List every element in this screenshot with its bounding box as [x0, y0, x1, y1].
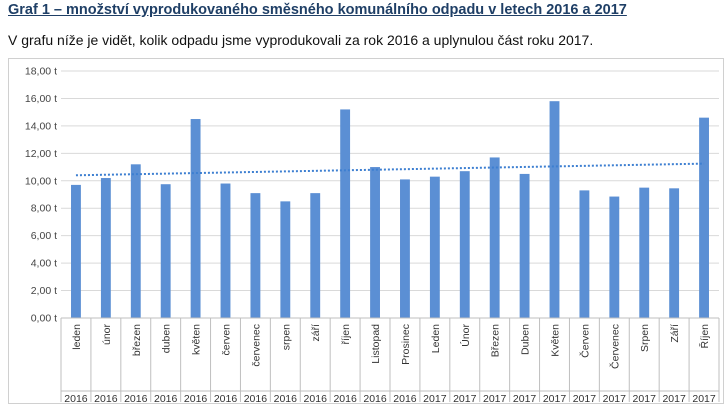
year-label: 2016 — [244, 393, 268, 403]
category-label: srpen — [280, 324, 292, 350]
year-label: 2017 — [573, 393, 597, 403]
year-label: 2016 — [184, 393, 208, 403]
chart-heading: Graf 1 – množství vyprodukovaného směsné… — [8, 2, 627, 18]
category-label: Červenec — [608, 324, 621, 369]
year-label: 2017 — [603, 393, 627, 403]
category-label: Prosinec — [400, 324, 412, 365]
bar — [310, 193, 321, 318]
year-label: 2016 — [154, 393, 178, 403]
bar — [71, 184, 81, 318]
bar — [549, 101, 560, 318]
year-label: 2017 — [662, 393, 686, 403]
bar — [429, 176, 440, 318]
y-tick-label: 18,00 t — [25, 66, 57, 78]
category-label: říjen — [340, 324, 352, 345]
year-label: 2016 — [94, 393, 118, 403]
bar — [190, 119, 201, 319]
bar — [370, 167, 380, 318]
bar — [400, 179, 410, 318]
bar — [220, 183, 231, 318]
year-label: 2016 — [274, 393, 298, 403]
bar — [280, 201, 291, 318]
category-label: Září — [669, 324, 681, 343]
y-tick-label: 10,00 t — [25, 175, 57, 187]
year-label: 2017 — [423, 393, 447, 403]
year-label: 2016 — [124, 393, 148, 403]
bar — [130, 164, 141, 318]
year-label: 2016 — [214, 393, 238, 403]
year-label: 2016 — [64, 393, 88, 403]
year-label: 2017 — [633, 393, 657, 403]
year-label: 2017 — [453, 393, 477, 403]
year-label: 2017 — [513, 393, 537, 403]
category-label: Červen — [578, 324, 591, 358]
chart-description: V grafu níže je vidět, kolik odpadu jsme… — [8, 32, 594, 48]
y-tick-label: 8,00 t — [31, 203, 57, 215]
y-tick-label: 4,00 t — [31, 258, 57, 270]
year-label: 2016 — [393, 393, 417, 403]
category-label: březen — [131, 324, 143, 356]
category-label: Duben — [520, 324, 532, 355]
year-label: 2016 — [333, 393, 357, 403]
category-label: Březen — [490, 324, 502, 357]
year-label: 2016 — [363, 393, 387, 403]
bar — [100, 178, 111, 318]
bar — [519, 173, 530, 318]
bar-chart: 0,00 t 2,00 t 4,00 t 6,00 t 8,00 t 10,00 t 12,… — [25, 66, 720, 403]
bar — [639, 187, 650, 318]
category-label: Leden — [430, 324, 442, 353]
bar — [609, 196, 620, 318]
chart-frame: 0,00 t 2,00 t 4,00 t 6,00 t 8,00 t 10,00 t 12,… — [8, 58, 724, 404]
category-label: červenec — [250, 324, 262, 367]
category-label: Srpen — [639, 324, 651, 352]
category-label: Listopad — [370, 324, 382, 364]
y-tick-label: 14,00 t — [25, 120, 57, 132]
year-label: 2017 — [692, 393, 716, 403]
trend-line — [75, 162, 705, 177]
year-label: 2017 — [543, 393, 567, 403]
category-label: Říjen — [698, 324, 711, 349]
category-label: Květen — [550, 324, 562, 357]
category-label: červen — [221, 324, 233, 356]
category-label: duben — [161, 324, 173, 353]
category-label: květen — [191, 324, 203, 355]
bar — [250, 193, 261, 318]
y-tick-label: 12,00 t — [25, 148, 57, 160]
category-label: leden — [71, 324, 83, 350]
y-tick-label: 16,00 t — [25, 93, 57, 105]
bar — [699, 117, 709, 319]
bar — [459, 171, 470, 318]
bar — [160, 184, 171, 318]
bar — [340, 109, 351, 318]
year-label: 2017 — [483, 393, 507, 403]
category-label: září — [310, 324, 322, 342]
y-tick-label: 0,00 t — [31, 313, 57, 325]
bar — [579, 190, 590, 318]
category-label: Únor — [459, 324, 472, 347]
bar — [669, 188, 680, 318]
category-label: únor — [101, 323, 113, 345]
bar — [489, 157, 500, 318]
y-tick-label: 6,00 t — [31, 230, 57, 242]
y-tick-label: 2,00 t — [31, 285, 57, 297]
year-label: 2016 — [304, 393, 328, 403]
